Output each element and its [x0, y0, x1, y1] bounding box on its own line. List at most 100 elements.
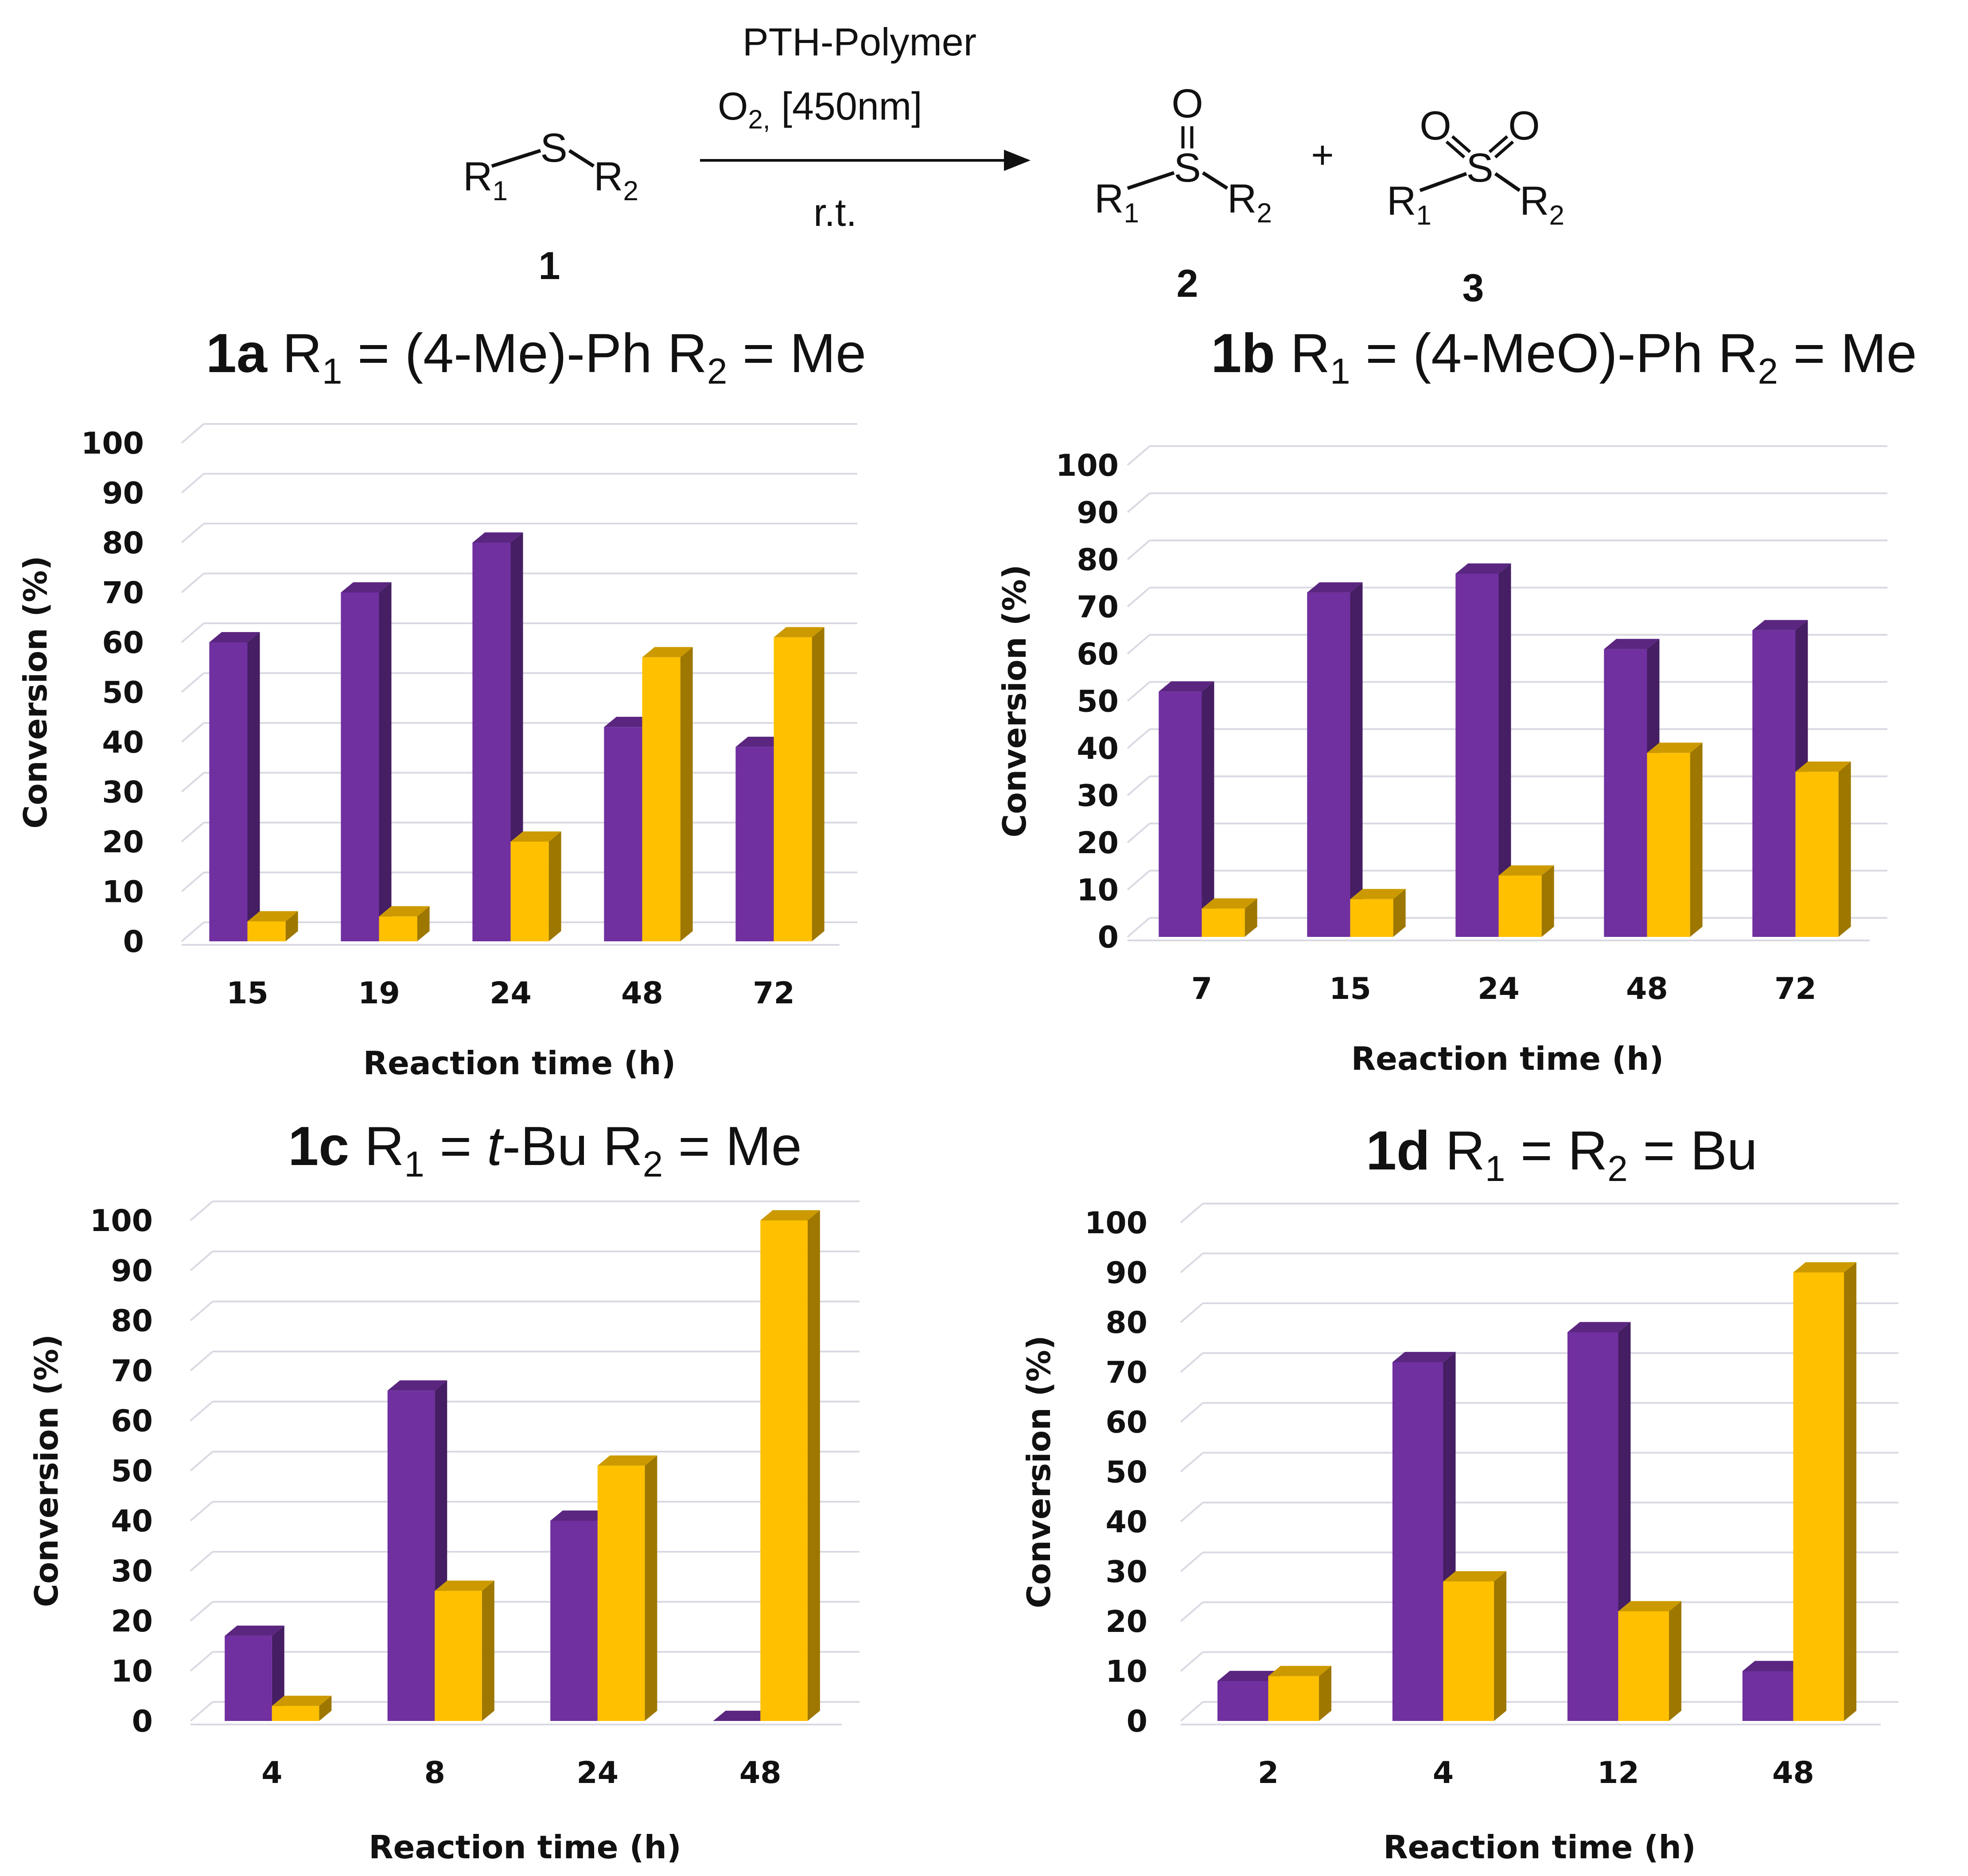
y-tick-label: 80: [1077, 543, 1119, 578]
x-tick-label: 72: [753, 976, 795, 1011]
bar-front: [1159, 691, 1202, 937]
bar-top: [1443, 1571, 1507, 1581]
bar-top: [1159, 681, 1214, 692]
y-tick-label: 100: [81, 426, 144, 461]
y-tick-label: 0: [1127, 1704, 1147, 1739]
bar-top: [1498, 865, 1554, 876]
gridline-depth: [1127, 586, 1151, 608]
bar-top: [1392, 1352, 1456, 1362]
y-tick-label: 40: [1105, 1505, 1147, 1540]
compound-1-structure: S R1 R2 1: [463, 125, 638, 287]
gridline-depth: [1180, 1651, 1204, 1672]
bar-front: [1795, 772, 1839, 937]
y-tick-label: 70: [1077, 590, 1119, 625]
y-tick-label: 60: [1077, 637, 1119, 672]
bar-top: [341, 582, 392, 593]
bar-front: [1307, 592, 1350, 937]
bar-top: [1202, 898, 1257, 909]
gridline-depth: [190, 1301, 214, 1321]
y-tick-label: 20: [102, 825, 144, 860]
x-tick-label: 4: [261, 1756, 282, 1791]
gridline-depth: [190, 1401, 214, 1422]
y-tick-label: 30: [111, 1554, 153, 1589]
gridline-depth: [1180, 1601, 1204, 1622]
bar-front: [1392, 1362, 1443, 1721]
gridline-depth: [190, 1701, 214, 1722]
x-tick-label: 48: [621, 976, 663, 1011]
x-tick-label: 15: [1329, 971, 1371, 1006]
x-axis-label: Reaction time (h): [1383, 1829, 1696, 1866]
bar-side: [319, 1696, 332, 1721]
bar-top: [209, 632, 260, 642]
double-bond: [1451, 135, 1471, 153]
bar-sulfone: [1647, 742, 1703, 937]
catalyst-label: PTH-Polymer: [743, 20, 976, 64]
bar-front: [225, 1635, 272, 1721]
bar-sulfone: [379, 906, 430, 941]
bar-side: [1844, 1262, 1857, 1721]
x-tick-label: 8: [424, 1756, 445, 1791]
bar-side: [1838, 761, 1851, 937]
bar-front: [1618, 1611, 1669, 1721]
chart-title: 1d R1 = R2 = Bu: [1366, 1120, 1758, 1189]
bar-front: [379, 916, 417, 941]
y-tick-label: 70: [111, 1354, 153, 1389]
y-tick-label: 40: [102, 725, 144, 760]
bar-top: [387, 1380, 447, 1391]
bar-front: [209, 642, 248, 941]
chart-title-part: =: [424, 1116, 487, 1177]
x-tick-label: 48: [1772, 1756, 1814, 1791]
bar-top: [604, 717, 655, 727]
chart-title-label: 1c: [288, 1116, 364, 1177]
bar-sulfone: [1350, 889, 1406, 937]
gridline-depth: [1127, 917, 1151, 938]
x-tick-label: 24: [490, 976, 532, 1011]
bar-top: [472, 532, 523, 543]
bar-top: [1307, 582, 1363, 593]
bar-top: [1567, 1322, 1631, 1332]
bar-front: [774, 637, 812, 941]
chart-title: 1b R1 = (4-MeO)-Ph R2 = Me: [1211, 323, 1917, 392]
x-tick-label: 24: [1478, 971, 1520, 1006]
chart-title-part: = R: [1505, 1120, 1607, 1181]
temperature-label: r.t.: [813, 190, 857, 234]
bar-sulfone: [1795, 761, 1851, 937]
bar-top: [760, 1210, 820, 1220]
gridline-depth: [1180, 1402, 1204, 1423]
bar-front: [472, 543, 511, 941]
bond: [1419, 172, 1467, 192]
bar-side: [1494, 1571, 1507, 1721]
bar-side: [1202, 681, 1214, 937]
bar-front: [1752, 630, 1796, 937]
r1-group-3: R1: [1387, 179, 1431, 231]
bar-sulfoxide: [225, 1625, 284, 1721]
r1-group-1: R1: [463, 154, 508, 206]
bar-top: [1647, 742, 1703, 753]
compound-number-1: 1: [539, 244, 560, 287]
bar-front: [1793, 1272, 1844, 1721]
y-tick-label: 40: [1077, 731, 1119, 766]
bar-sulfoxide: [209, 632, 260, 941]
chart-title-part: R: [282, 323, 322, 384]
reaction-arrow-group: PTH-Polymer O2, [450nm] r.t.: [700, 20, 1031, 234]
bar-front: [1217, 1681, 1268, 1721]
y-axis-label: Conversion (%): [1020, 1335, 1058, 1608]
bar-front: [247, 921, 286, 941]
y-tick-label: 90: [1105, 1256, 1147, 1291]
bar-top: [1752, 620, 1808, 630]
bar-top: [1618, 1601, 1682, 1612]
x-tick-label: 15: [226, 976, 268, 1011]
chart-title-label: 1d: [1366, 1120, 1445, 1181]
y-tick-label: 20: [1077, 826, 1119, 861]
gridline-depth: [1127, 775, 1151, 796]
bar-top: [642, 647, 693, 657]
chart-title-part: -Bu R: [502, 1116, 643, 1177]
gridline-depth: [181, 622, 205, 643]
sulfur-atom-2: S: [1174, 145, 1201, 190]
bond: [568, 149, 595, 168]
bar-front: [1443, 1581, 1494, 1721]
x-tick-label: 48: [1626, 971, 1668, 1006]
gridline-depth: [1180, 1551, 1204, 1573]
y-axis-label: Conversion (%): [17, 555, 54, 828]
y-tick-label: 0: [1098, 920, 1119, 955]
